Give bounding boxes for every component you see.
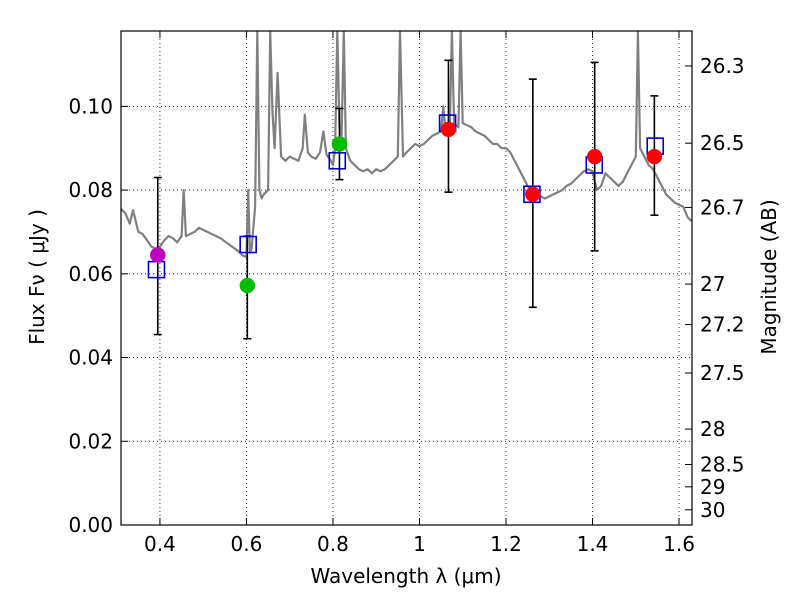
- y-axis-label-left: Flux Fν ( μJy ): [25, 209, 49, 345]
- mag-tick-label: 28.5: [700, 452, 745, 476]
- y-tick-label: 0.06: [68, 262, 113, 286]
- x-axis-label: Wavelength λ (μm): [310, 564, 501, 588]
- mag-tick-label: 26.5: [700, 131, 745, 155]
- y-tick-label: 0.08: [68, 178, 113, 202]
- x-tick-label: 1: [413, 532, 426, 556]
- observed-point: [150, 247, 166, 263]
- observed-point: [239, 277, 256, 294]
- template-spectrum-line: [121, 31, 692, 259]
- observed-points: [150, 121, 663, 294]
- x-tick-labels: 0.4 0.6 0.8 1 1.2 1.4 1.6: [144, 532, 695, 556]
- mag-tick-label: 28: [700, 417, 725, 441]
- x-tick-label: 1.6: [663, 532, 695, 556]
- observed-point: [646, 148, 663, 165]
- x-tick-label: 0.8: [317, 532, 349, 556]
- x-tick-label: 0.6: [231, 532, 263, 556]
- x-tick-label: 1.2: [490, 532, 522, 556]
- y-tick-label: 0.10: [68, 94, 113, 118]
- x-tick-label: 0.4: [144, 532, 176, 556]
- template-spectrum-layer: [121, 31, 692, 259]
- mag-tick-label: 26.3: [700, 54, 745, 78]
- plot-frame: [120, 30, 693, 526]
- mag-tick-label: 26.7: [700, 195, 745, 219]
- plot-area: [121, 31, 692, 525]
- y-tick-label: 0.00: [68, 513, 113, 537]
- x-tick-label: 1.4: [577, 532, 609, 556]
- mag-tick-label: 30: [700, 498, 725, 522]
- mag-tick-label: 27.2: [700, 313, 745, 337]
- mag-tick-label: 29: [700, 475, 725, 499]
- model-square-marker: [239, 235, 257, 254]
- mag-tick-label: 27: [700, 272, 725, 296]
- y-axis-label-right: Magnitude (AB): [757, 199, 781, 354]
- y-tick-label: 0.04: [68, 346, 113, 370]
- y-tick-labels: 0.00 0.02 0.04 0.06 0.08 0.10: [68, 94, 113, 537]
- axis-ticks: [121, 31, 692, 526]
- observed-point: [586, 148, 603, 165]
- observed-point: [440, 121, 457, 138]
- observed-point: [331, 136, 348, 152]
- y-tick-label: 0.02: [68, 429, 113, 453]
- observed-point: [525, 186, 541, 203]
- model-square-marker: [328, 151, 347, 170]
- mag-tick-label: 27.5: [700, 361, 745, 385]
